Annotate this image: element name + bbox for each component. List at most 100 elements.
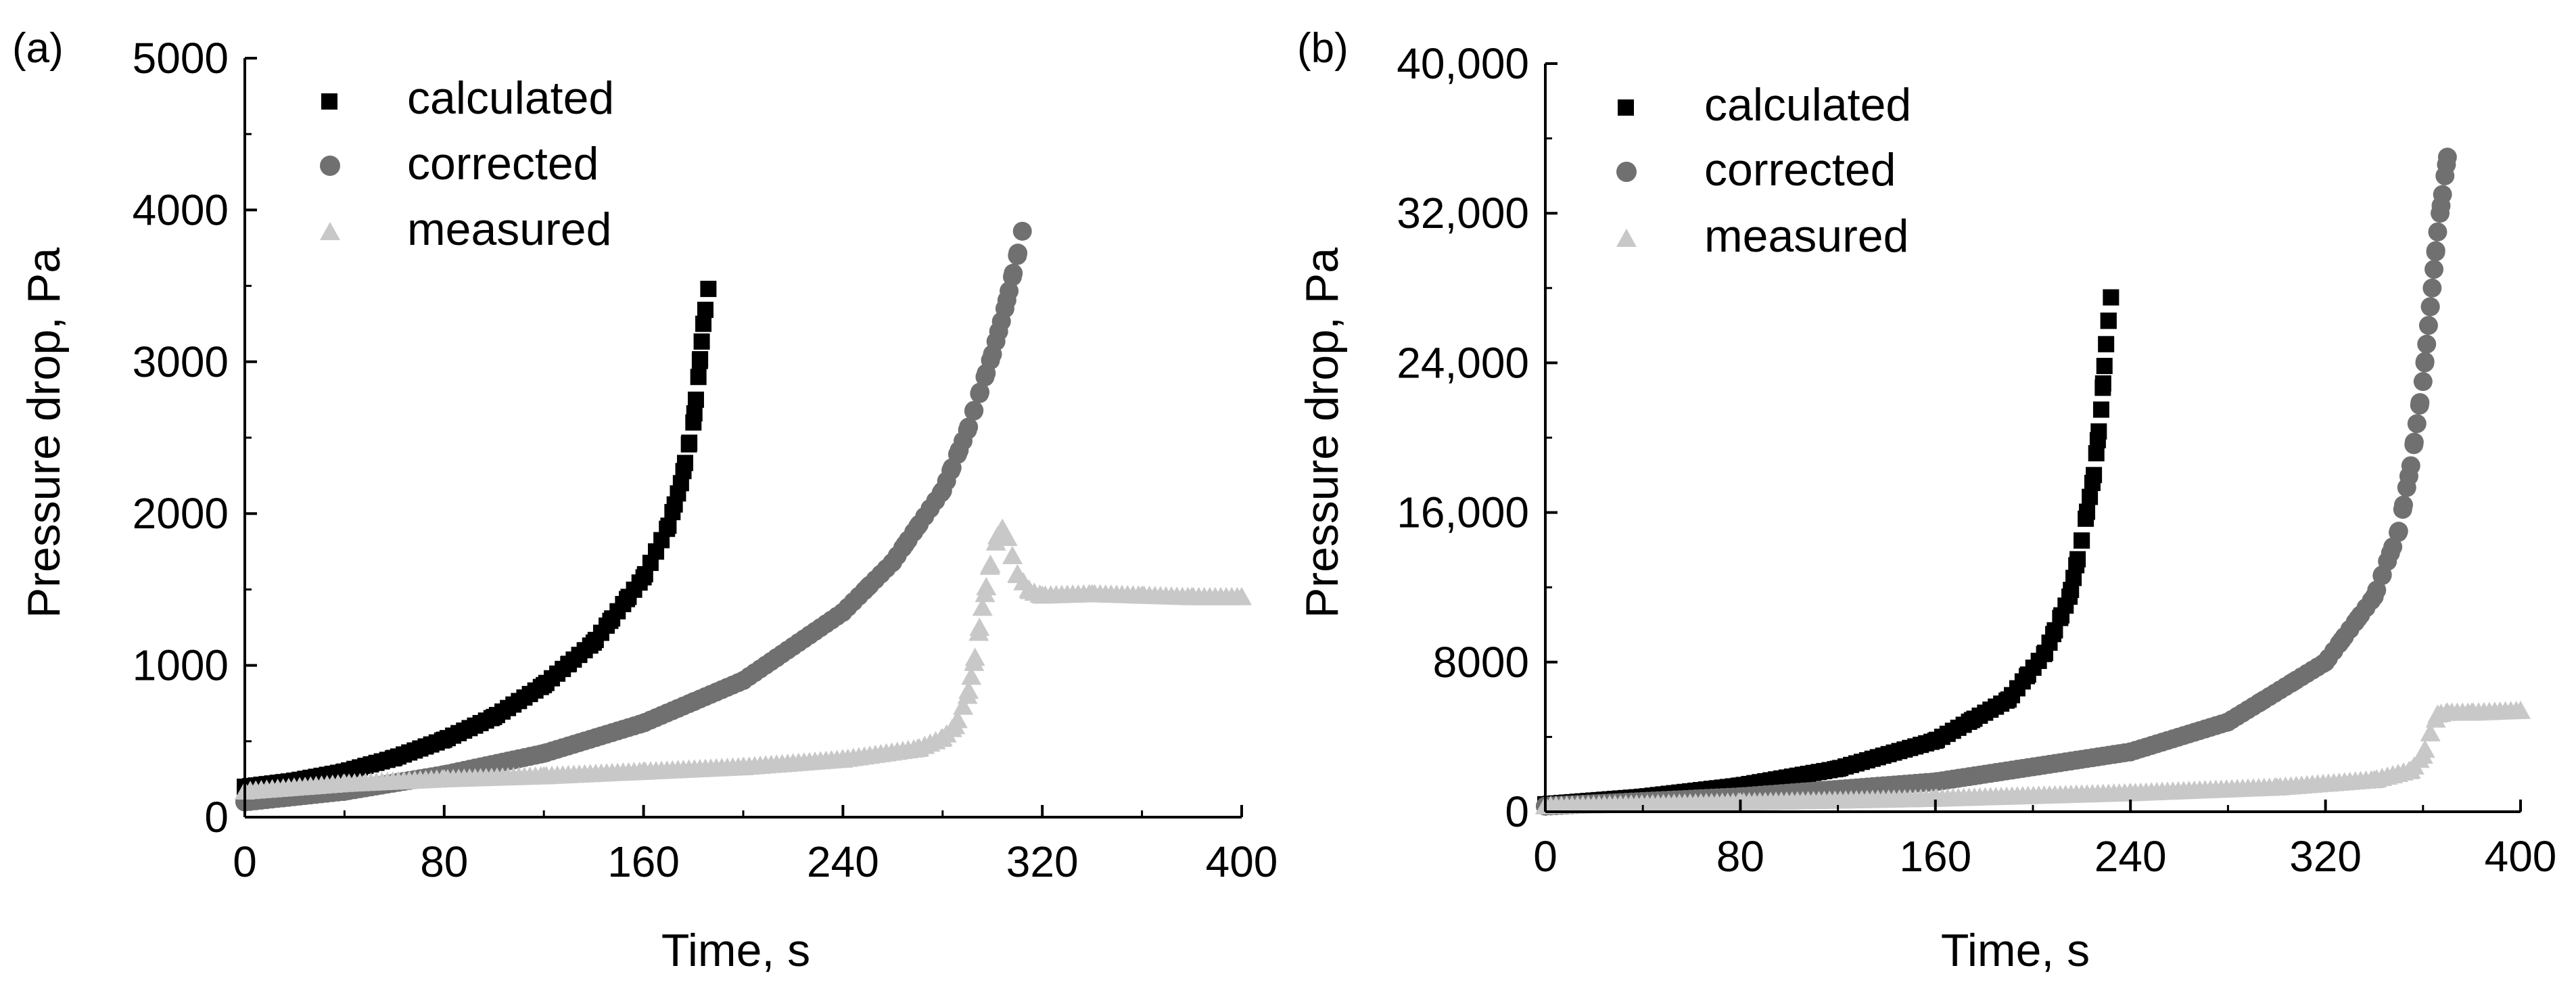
panel-b-corrected-point xyxy=(2418,316,2438,336)
panel-b-x-tick-label: 320 xyxy=(2289,832,2362,881)
panel-b-x-tick-label: 240 xyxy=(2094,832,2167,881)
panel-a-legend-label-calculated: calculated xyxy=(407,72,614,124)
panel-a-calculated-point xyxy=(681,434,698,451)
panel-a-calculated-point xyxy=(536,676,553,693)
panel-a-y-tick-label: 5000 xyxy=(133,34,229,83)
panel-a-calculated-point xyxy=(693,333,710,350)
panel-b-calculated-point xyxy=(2098,336,2115,352)
panel-b-corrected-point xyxy=(2413,372,2433,392)
panel-a-measured-point xyxy=(953,696,974,715)
panel-b-legend-marker-calculated xyxy=(1618,99,1634,116)
panel-b-corrected-point xyxy=(2283,672,2303,692)
panel-a-corrected-point xyxy=(989,321,1008,341)
panel-b-measured-point xyxy=(2437,702,2458,721)
panel-b-calculated-point xyxy=(2096,358,2113,375)
panel-b-legend: calculated corrected measured xyxy=(1616,79,1911,262)
panel-a-measured-point xyxy=(997,528,1018,547)
panel-a-calculated-point xyxy=(677,455,694,471)
panel-a-calculated-point xyxy=(619,591,636,607)
panel-a-calculated-point xyxy=(687,391,704,408)
panel-b-calculated-point xyxy=(2053,607,2070,624)
panel-a-corrected-point xyxy=(995,299,1014,319)
panel-b-calculated-point xyxy=(2000,691,2017,708)
chart-panel-b: (b) 0 80 160 240 320 400 0 8000 16,000 24,000 32,0… xyxy=(1296,25,2556,976)
panel-a-calculated-point xyxy=(700,281,717,298)
panel-a-corrected-point xyxy=(684,692,703,712)
panel-a-legend-marker-measured xyxy=(320,222,340,240)
panel-b-legend-marker-measured xyxy=(1616,229,1637,247)
panel-a-corrected-point xyxy=(1012,221,1032,241)
panel-a-calculated-point xyxy=(436,731,452,748)
panel-a-legend-label-corrected: corrected xyxy=(407,138,599,189)
panel-a-calculated-point xyxy=(695,315,712,332)
panel-b-corrected-point xyxy=(2251,692,2270,712)
panel-a-corrected-point xyxy=(858,578,878,597)
panel-a-corrected-point xyxy=(977,363,996,383)
panel-b-corrected-point xyxy=(2332,630,2351,650)
panel-a-x-axis-label: Time, s xyxy=(661,925,810,976)
panel-a-corrected-point xyxy=(1008,246,1027,265)
panel-b-calculated-point xyxy=(2037,644,2054,661)
panel-a-measured-point xyxy=(1181,586,1202,605)
panel-b-corrected-point xyxy=(2397,478,2416,497)
panel-a-legend-label-measured: measured xyxy=(407,204,611,255)
panel-a-measured-point xyxy=(833,749,853,768)
panel-b-measured-point xyxy=(1925,788,1946,807)
panel-b-y-tick-label: 8000 xyxy=(1433,638,1529,687)
panel-a-legend-marker-calculated xyxy=(321,93,337,110)
panel-a-measured-point xyxy=(957,685,978,704)
panel-a-corrected-point xyxy=(883,553,903,572)
panel-b-ticks: 0 80 160 240 320 400 0 8000 16,000 24,000 32,000 40… xyxy=(1397,39,2556,881)
panel-b-y-tick-label: 40,000 xyxy=(1397,39,1529,88)
panel-a-measured-point xyxy=(733,756,753,775)
panel-b-corrected-point xyxy=(2381,543,2400,563)
panel-a-corrected-point xyxy=(958,420,977,440)
panel-a-calculated-point xyxy=(690,369,707,386)
panel-b-corrected-point xyxy=(2433,185,2452,204)
panel-b-measured-point xyxy=(2420,722,2441,741)
panel-a-measured-point xyxy=(334,773,355,792)
panel-a-x-tick-label: 160 xyxy=(607,837,680,886)
panel-b-calculated-point xyxy=(2090,423,2107,440)
panel-b-measured-point xyxy=(2266,777,2287,796)
panel-a-calculated-point xyxy=(660,517,677,534)
panel-a-corrected-point xyxy=(933,481,952,501)
panel-b-measured-point xyxy=(2461,702,2482,721)
panel-a-corrected-point xyxy=(1004,263,1023,283)
panel-b-corrected-point xyxy=(2218,712,2238,732)
panel-a-corrected-point xyxy=(1000,281,1019,301)
panel-a-calculated-point xyxy=(561,655,578,672)
panel-b-measured-point xyxy=(2510,700,2531,719)
panel-b-measured-point xyxy=(2120,783,2141,802)
panel-a-x-tick-label: 0 xyxy=(233,837,257,886)
panel-b-calculated-point xyxy=(2086,467,2103,484)
panel-a-measured-point xyxy=(979,556,1000,575)
panel-b-corrected-point xyxy=(2121,742,2140,762)
panel-b-calculated-point xyxy=(2082,488,2099,505)
panel-b-measured-point xyxy=(2364,769,2385,788)
panel-a-y-axis-label: Pressure drop, Pa xyxy=(18,248,70,618)
panel-b-corrected-point xyxy=(2415,353,2435,373)
panel-a-corrected-point xyxy=(833,603,853,622)
panel-b-corrected-point xyxy=(2426,241,2445,260)
panel-a-x-tick-label: 240 xyxy=(807,837,879,886)
panel-a-measured-point xyxy=(961,666,982,685)
panel-b-corrected-point xyxy=(2428,222,2448,241)
panel-a-label: (a) xyxy=(12,25,64,72)
panel-a-x-tick-label: 80 xyxy=(420,837,468,886)
panel-a-measured-point xyxy=(932,728,953,747)
panel-a-measured-point xyxy=(633,761,654,780)
panel-a-calculated-point xyxy=(692,351,709,368)
panel-b-corrected-point xyxy=(2348,609,2368,628)
panel-a-corrected-point xyxy=(767,648,787,668)
panel-b-calculated-point xyxy=(2069,551,2086,568)
panel-a-measured-point xyxy=(1232,586,1252,605)
panel-b-calculated-point xyxy=(1963,712,1980,729)
panel-b-calculated-point xyxy=(1927,732,1944,749)
panel-b-series-calculated xyxy=(1537,289,2120,812)
panel-a-measured-point xyxy=(1032,585,1053,604)
panel-b-y-axis-label: Pressure drop, Pa xyxy=(1296,248,1348,618)
panel-a-measured-point xyxy=(1081,584,1102,603)
panel-a-corrected-point xyxy=(534,743,554,763)
panel-b-calculated-point xyxy=(2065,570,2082,586)
